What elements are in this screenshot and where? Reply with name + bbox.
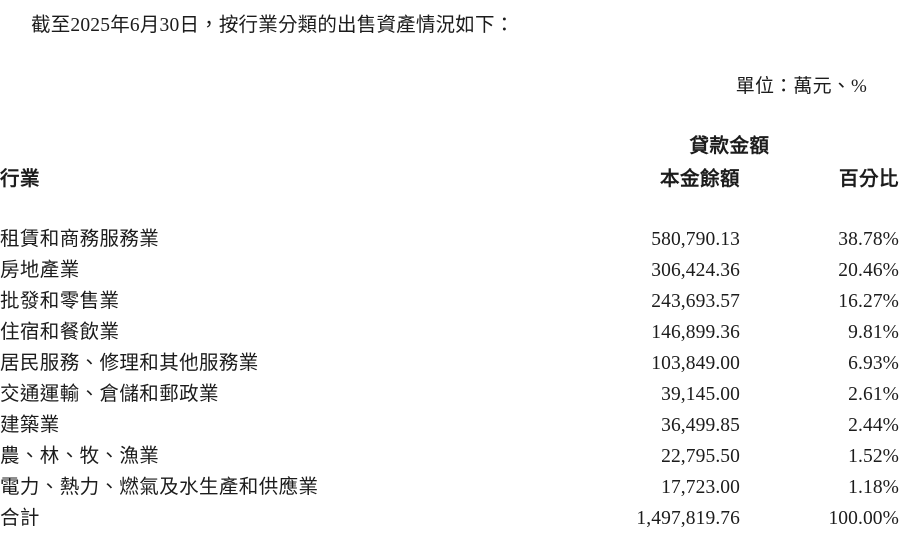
spacer-cell-percentage [740, 198, 899, 224]
cell-percentage: 2.61% [848, 384, 899, 405]
cell-principal-balance: 103,849.00 [651, 353, 740, 374]
cell-principal-balance: 36,499.85 [661, 415, 740, 436]
cell-industry: 交通運輸、倉儲和郵政業 [0, 384, 219, 405]
table-header: 貸款金額 行業 本金餘額 百分比 [0, 132, 899, 224]
group-header-spacer [0, 132, 560, 162]
cell-percentage: 2.44% [848, 415, 899, 436]
cell-percentage: 6.93% [848, 353, 899, 374]
cell-industry: 建築業 [0, 415, 60, 436]
spacer-cell-industry [0, 198, 560, 224]
column-header-row: 行業 本金餘額 百分比 [0, 162, 899, 198]
table-row: 農、林、牧、漁業 22,795.50 1.52% [0, 441, 899, 472]
cell-industry: 批發和零售業 [0, 291, 120, 312]
cell-industry: 租賃和商務服務業 [0, 229, 160, 250]
cell-percentage: 1.52% [848, 446, 899, 467]
unit-note: 單位：萬元、% [735, 76, 867, 97]
table-row: 租賃和商務服務業 580,790.13 38.78% [0, 224, 899, 255]
industry-asset-table: 貸款金額 行業 本金餘額 百分比 租賃和商務服務業 580,790.13 38.… [0, 132, 899, 534]
cell-industry: 農、林、牧、漁業 [0, 446, 160, 467]
cell-percentage: 9.81% [848, 322, 899, 343]
table-row-total: 合計 1,497,819.76 100.00% [0, 503, 899, 534]
cell-principal-balance: 580,790.13 [651, 229, 740, 250]
spacer-cell-amount [560, 198, 740, 224]
table-row: 建築業 36,499.85 2.44% [0, 410, 899, 441]
table-row: 住宿和餐飲業 146,899.36 9.81% [0, 317, 899, 348]
cell-principal-balance: 146,899.36 [651, 322, 740, 343]
table-row: 交通運輸、倉儲和郵政業 39,145.00 2.61% [0, 379, 899, 410]
cell-industry: 電力、熱力、燃氣及水生產和供應業 [0, 477, 319, 498]
group-header-row: 貸款金額 [0, 132, 899, 162]
cell-principal-balance: 22,795.50 [661, 446, 740, 467]
cell-percentage: 38.78% [838, 229, 899, 250]
cell-percentage: 1.18% [848, 477, 899, 498]
column-header-principal-balance: 本金餘額 [659, 169, 740, 190]
table-row: 房地產業 306,424.36 20.46% [0, 255, 899, 286]
header-body-spacer [0, 198, 899, 224]
cell-principal-balance: 306,424.36 [651, 260, 740, 281]
intro-paragraph: 截至2025年6月30日，按行業分類的出售資產情況如下： [31, 15, 515, 36]
cell-industry: 房地產業 [0, 260, 80, 281]
column-header-industry: 行業 [0, 169, 41, 190]
group-header-loan-amount: 貸款金額 [689, 136, 770, 157]
cell-principal-balance: 39,145.00 [661, 384, 740, 405]
cell-percentage: 16.27% [838, 291, 899, 312]
table-row: 電力、熱力、燃氣及水生產和供應業 17,723.00 1.18% [0, 472, 899, 503]
table-body: 租賃和商務服務業 580,790.13 38.78% 房地產業 306,424.… [0, 224, 899, 534]
cell-percentage: 100.00% [828, 508, 899, 529]
cell-principal-balance: 1,497,819.76 [636, 508, 740, 529]
table-row: 批發和零售業 243,693.57 16.27% [0, 286, 899, 317]
table-row: 居民服務、修理和其他服務業 103,849.00 6.93% [0, 348, 899, 379]
cell-principal-balance: 17,723.00 [661, 477, 740, 498]
cell-industry: 合計 [0, 508, 40, 529]
cell-percentage: 20.46% [838, 260, 899, 281]
cell-industry: 住宿和餐飲業 [0, 322, 120, 343]
cell-industry: 居民服務、修理和其他服務業 [0, 353, 259, 374]
column-header-percentage: 百分比 [839, 169, 899, 190]
cell-principal-balance: 243,693.57 [651, 291, 740, 312]
